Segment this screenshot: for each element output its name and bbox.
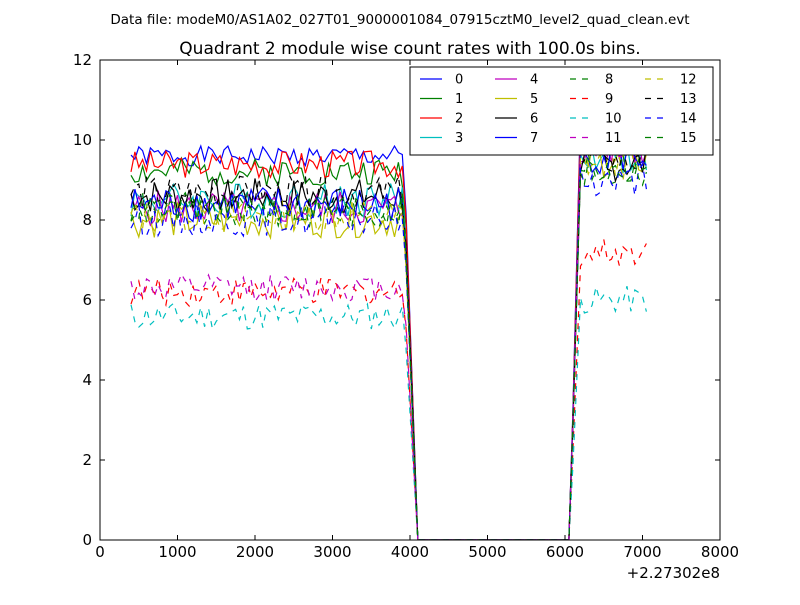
x-tick-label: 4000: [391, 543, 429, 561]
series-line-0: [130, 109, 647, 540]
x-tick-label: 6000: [546, 543, 584, 561]
series-line-14: [130, 162, 647, 540]
series-line-9: [130, 239, 647, 540]
series-line-15: [130, 159, 647, 540]
series-line-11: [130, 136, 647, 540]
legend-label-8: 8: [605, 73, 613, 88]
x-tick-label: 8000: [701, 543, 739, 561]
series-line-10: [130, 286, 647, 540]
x-tick-label: 2000: [236, 543, 274, 561]
y-tick-label: 0: [82, 531, 92, 549]
series-line-3: [130, 138, 647, 540]
series-line-8: [130, 152, 647, 540]
legend-label-14: 14: [680, 112, 697, 127]
legend-label-2: 2: [455, 112, 463, 127]
legend-label-12: 12: [680, 73, 697, 88]
legend-label-0: 0: [455, 73, 463, 88]
legend-label-4: 4: [530, 73, 538, 88]
legend-label-5: 5: [530, 92, 538, 107]
y-tick-label: 12: [73, 51, 92, 69]
x-tick-label: 1000: [158, 543, 196, 561]
series-line-1: [130, 126, 647, 540]
y-tick-label: 8: [82, 211, 92, 229]
y-tick-label: 10: [73, 131, 92, 149]
x-tick-label: 0: [95, 543, 105, 561]
x-tick-label: 3000: [313, 543, 351, 561]
x-tick-label: 7000: [623, 543, 661, 561]
legend-label-3: 3: [455, 131, 463, 146]
y-tick-label: 4: [82, 371, 92, 389]
y-tick-label: 2: [82, 451, 92, 469]
legend-label-13: 13: [680, 92, 697, 107]
x-offset-label: +2.27302e8: [627, 564, 720, 582]
legend-label-7: 7: [530, 131, 538, 146]
plot-area: 0 1000 2000 3000 4000 5000 6000 7000 80000246810…: [73, 51, 739, 561]
series-line-12: [130, 148, 647, 540]
legend-label-11: 11: [605, 131, 622, 146]
legend-label-15: 15: [680, 131, 697, 146]
legend-label-6: 6: [530, 112, 538, 127]
figure-suptitle: Data file: modeM0/AS1A02_027T01_90000010…: [110, 12, 689, 28]
x-tick-label: 5000: [468, 543, 506, 561]
y-tick-label: 6: [82, 291, 92, 309]
legend-label-1: 1: [455, 92, 463, 107]
series-line-13: [130, 144, 647, 540]
legend-label-9: 9: [605, 92, 613, 107]
chart-title: Quadrant 2 module wise count rates with …: [179, 39, 640, 59]
legend-label-10: 10: [605, 112, 622, 127]
legend-box: [409, 66, 714, 156]
